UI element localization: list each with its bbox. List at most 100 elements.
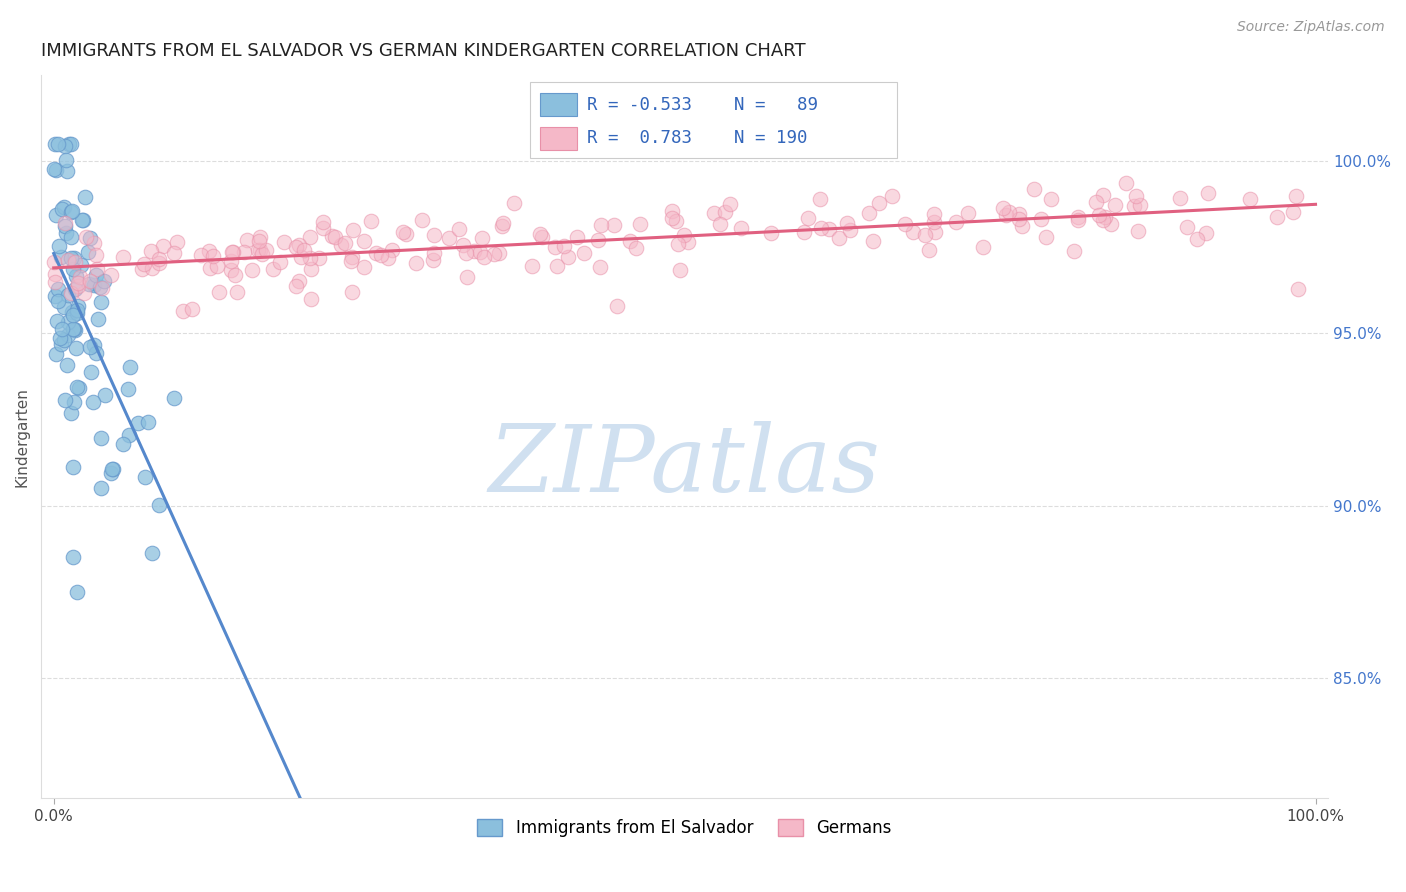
Point [839,223,862,237]
Point [957,206,980,220]
Point [62,308,84,322]
Point [141,261,163,276]
Point [1175,220,1198,235]
Point [219,263,242,277]
Point [66,279,89,293]
Point [451,238,474,252]
Point [89,280,111,294]
Point [1267,210,1289,224]
Point [82,394,104,409]
Point [56,288,79,302]
Point [63,254,86,268]
Point [353,234,375,248]
Point [546,259,568,273]
Point [198,244,221,259]
Point [65,341,87,355]
Point [709,217,731,231]
Point [586,233,609,247]
Point [1022,181,1045,195]
Point [1129,198,1152,212]
Point [94,387,117,401]
Point [75,229,97,244]
Text: ZIPatlas: ZIPatlas [489,421,880,510]
Point [924,225,946,239]
Point [66,380,89,394]
Point [86,311,108,326]
Point [664,214,686,228]
Point [53,219,76,234]
Point [60,406,83,420]
Point [471,231,494,245]
Point [589,260,612,275]
Point [163,245,186,260]
Point [63,322,86,336]
Point [51,337,73,351]
Point [90,481,112,495]
Point [1011,219,1033,233]
Point [868,196,890,211]
Point [226,285,249,299]
Point [58,327,80,342]
Point [91,281,114,295]
Point [557,250,579,264]
Point [273,235,295,249]
Point [246,243,269,257]
Point [44,136,66,151]
Point [100,268,122,282]
Point [353,260,375,274]
Point [626,240,648,254]
Point [918,244,941,258]
Point [93,275,115,289]
Point [55,227,77,241]
Point [678,235,700,250]
Point [423,227,446,242]
Point [111,436,134,450]
FancyBboxPatch shape [540,94,576,117]
Point [53,200,76,214]
Point [544,240,567,254]
Text: IMMIGRANTS FROM EL SALVADOR VS GERMAN KINDERGARTEN CORRELATION CHART: IMMIGRANTS FROM EL SALVADOR VS GERMAN KI… [41,42,806,60]
Point [1195,226,1218,240]
Point [606,299,628,313]
Point [1239,192,1261,206]
Point [79,340,101,354]
Point [254,243,277,257]
Point [75,190,97,204]
Point [1008,211,1031,226]
Text: Source: ZipAtlas.com: Source: ZipAtlas.com [1237,20,1385,34]
Point [86,268,108,282]
Point [1285,189,1308,203]
Point [901,225,924,239]
Point [392,226,415,240]
Point [69,270,91,285]
Point [858,206,880,220]
Point [285,240,308,254]
Point [77,277,100,291]
Point [411,212,433,227]
Point [394,227,416,241]
FancyBboxPatch shape [540,127,576,150]
Point [252,246,274,260]
Point [370,248,392,262]
Point [1187,232,1209,246]
Point [233,244,256,259]
Y-axis label: Kindergarten: Kindergarten [15,387,30,487]
Legend: Immigrants from El Salvador, Germans: Immigrants from El Salvador, Germans [471,813,898,844]
Point [58,315,80,329]
Point [628,217,651,231]
Point [45,347,67,361]
Point [48,239,70,253]
Point [1008,207,1031,221]
Point [136,415,159,429]
Point [60,286,83,301]
Point [62,322,84,336]
Point [76,245,98,260]
Point [236,233,259,247]
Point [472,251,495,265]
Point [492,215,515,229]
Point [321,229,343,244]
Point [360,214,382,228]
Point [945,215,967,229]
Point [553,239,575,253]
Point [63,395,86,409]
